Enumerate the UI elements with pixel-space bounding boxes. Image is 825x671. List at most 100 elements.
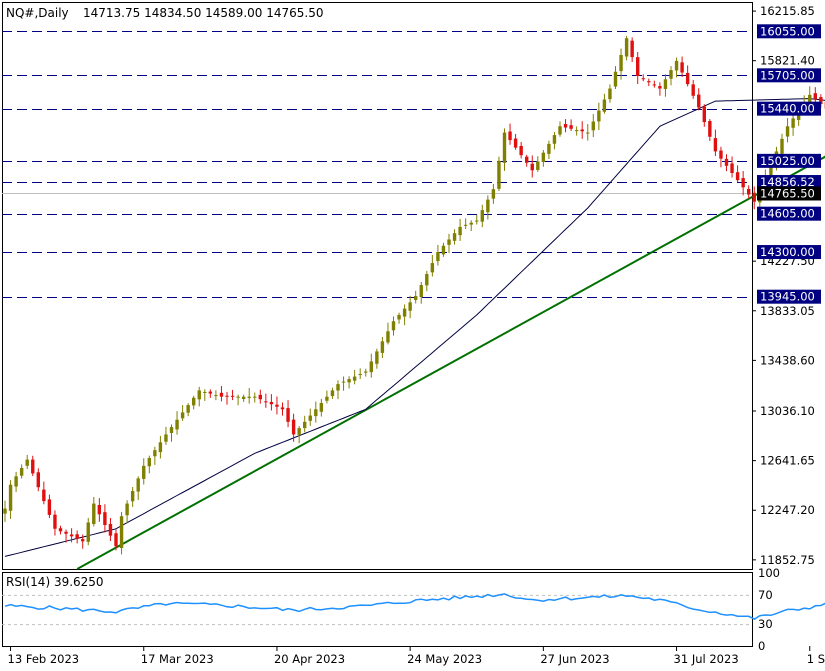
candle-body [192,397,196,406]
candle-body [269,401,274,405]
candle [81,534,85,549]
candle-body [386,331,390,343]
candle-body [158,442,163,453]
candle-body [452,233,457,241]
candle-body [519,145,523,156]
candle-body [230,395,235,397]
candle [447,233,451,254]
candle [414,290,418,304]
candle [441,242,446,257]
candle-body [414,296,418,300]
date-axis-label: 13 Feb 2023 [8,652,80,666]
candle [708,119,712,142]
candle [791,115,795,136]
candle [580,121,584,139]
candle-body [391,321,396,331]
rsi-label: RSI(14) 39.6250 [6,575,104,589]
level-label: 14300.00 [760,245,815,259]
rsi-axis-label: 70 [758,588,773,602]
candle-body [652,84,657,86]
candle-body [336,384,340,391]
candle-body [64,531,68,534]
moving-average-line[interactable] [4,98,825,557]
candle [291,413,296,442]
candle-body [780,138,784,154]
level-label: 15025.00 [760,154,815,168]
candle-body [536,161,540,170]
candle-body [142,465,146,479]
candle [136,476,140,500]
candle-body [164,434,168,442]
candle-body [458,226,462,236]
candle [730,156,734,178]
candle-body [169,427,174,434]
candle-body [47,499,52,515]
candle-body [92,503,96,525]
rsi-axis-label: 0 [758,639,765,653]
candle-body [730,163,734,173]
candle-body [36,472,40,488]
candle [42,481,46,505]
candle-body [713,138,718,152]
candle [303,415,307,433]
candle [425,270,429,292]
candle-body [397,314,401,320]
candle-body [663,79,668,89]
candle [119,511,124,555]
candle-body [785,126,790,137]
candle [586,124,590,141]
candle [36,468,40,492]
candle-body [530,163,534,171]
candle-body [430,263,435,273]
candle-body [747,188,751,195]
candle-body [31,459,35,474]
candle-body [275,404,279,407]
candle [741,171,745,196]
rsi-line[interactable] [4,593,825,620]
candle-body [180,412,185,419]
candle-body [258,394,262,400]
candle-body [613,71,618,87]
candle-body [525,156,529,163]
candle [130,486,135,507]
candle-body [214,395,218,397]
candle [314,401,318,423]
candle-body [630,40,634,58]
candle-body [319,402,324,412]
candle [630,37,634,63]
price-axis-label: 13833.05 [760,304,815,318]
trendline[interactable] [76,73,825,570]
candle-body [697,94,701,108]
candle [602,93,607,114]
candle-body [741,178,745,188]
candle [241,394,246,402]
candle [713,129,718,157]
candle-body [297,428,301,435]
level-label-box [757,206,821,221]
level-label: 14856.52 [760,175,815,189]
moving-average-layer [4,98,825,557]
price-axis: 16215.8515821.4014227.5013833.0513438.60… [752,4,821,567]
candle [347,376,351,389]
candle-body [347,379,351,383]
candle-body [463,224,468,226]
candle [258,389,262,404]
candle-body [208,391,213,394]
candle-body [119,516,124,549]
candle-body [369,361,373,373]
candle [391,316,396,336]
candle [280,402,285,416]
date-axis: 13 Feb 2023 17 Mar 2023 20 Apr 2023 24 May … [8,646,825,666]
candle-body [69,534,74,537]
candle-body [103,512,107,525]
candle-body [641,78,645,80]
date-axis-label: 31 Jul 2023 [674,652,739,666]
candle-body [497,160,501,189]
candle [469,220,473,232]
candle-body [197,390,201,400]
candle [180,405,185,421]
level-label-box [757,289,821,304]
candle-body [236,396,240,398]
candle [702,104,706,127]
